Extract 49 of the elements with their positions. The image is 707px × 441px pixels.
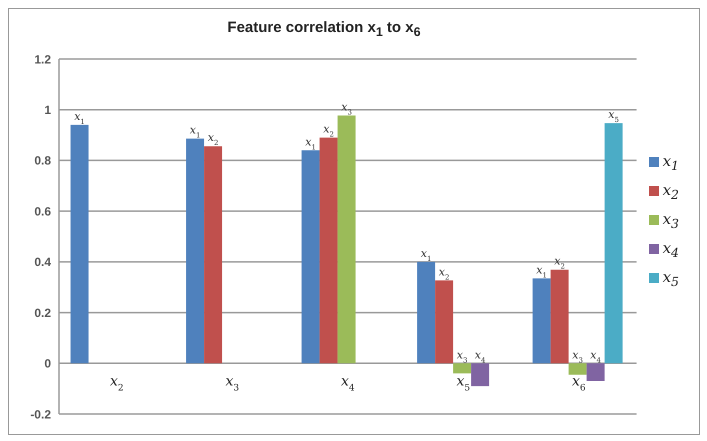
chart-title: Feature correlation x$_{1}$ to x$_{6}$ bbox=[226, 19, 422, 39]
annotation: x$_{1}$ bbox=[190, 124, 200, 140]
bar bbox=[453, 363, 472, 374]
x-tick-label: x$_{4}$ bbox=[340, 373, 355, 394]
y-tick-label: 0.2 bbox=[34, 306, 52, 320]
y-tick-label: 1.2 bbox=[34, 52, 52, 66]
bar bbox=[532, 278, 551, 364]
annotation: x$_{2}$ bbox=[438, 265, 450, 282]
bar bbox=[320, 138, 338, 364]
annotation: x$_{1}$ bbox=[536, 263, 547, 280]
bar bbox=[586, 363, 605, 382]
x-tick-label: x$_{3}$ bbox=[225, 373, 240, 394]
bar bbox=[550, 270, 569, 364]
bar bbox=[204, 146, 222, 364]
legend-label: x$_{5}$ bbox=[662, 268, 679, 289]
y-tick-label: 0 bbox=[44, 356, 52, 371]
y-tick-label: -0.2 bbox=[30, 407, 52, 422]
bar bbox=[471, 363, 490, 386]
annotation: x$_{3}$ bbox=[572, 348, 583, 364]
annotation: x$_{1}$ bbox=[420, 246, 432, 263]
legend-label: x$_{4}$ bbox=[662, 239, 679, 260]
y-tick-label: 1 bbox=[44, 102, 52, 117]
bar bbox=[568, 363, 587, 375]
bar bbox=[186, 138, 204, 364]
annotation: x$_{1}$ bbox=[74, 110, 85, 126]
annotation: x$_{3}$ bbox=[341, 100, 352, 117]
y-tick-label: 0.8 bbox=[34, 154, 52, 168]
bar bbox=[302, 150, 320, 364]
bar bbox=[338, 116, 356, 364]
bar bbox=[417, 262, 436, 364]
legend-label: x$_{3}$ bbox=[662, 210, 679, 231]
annotation: x$_{2}$ bbox=[208, 131, 218, 148]
annotation: x$_{2}$ bbox=[323, 122, 334, 139]
y-tick-label: 0.6 bbox=[34, 204, 52, 218]
annotation: x$_{5}$ bbox=[608, 108, 619, 124]
bar bbox=[604, 123, 623, 364]
x-tick-label: x$_{6}$ bbox=[572, 373, 586, 394]
x-tick-label: x$_{5}$ bbox=[456, 373, 470, 394]
bar bbox=[70, 124, 89, 364]
annotation: x$_{2}$ bbox=[554, 254, 565, 271]
annotation: x$_{1}$ bbox=[305, 135, 316, 152]
annotation: x$_{4}$ bbox=[590, 348, 602, 364]
y-tick-label: 0.4 bbox=[34, 255, 52, 270]
x-tick-label: x$_{2}$ bbox=[110, 373, 124, 394]
annotation: x$_{3}$ bbox=[456, 348, 468, 364]
legend-label: x$_{2}$ bbox=[662, 181, 679, 202]
bar bbox=[435, 280, 454, 364]
annotation: x$_{4}$ bbox=[474, 348, 486, 364]
legend-label: x$_{1}$ bbox=[662, 152, 679, 173]
